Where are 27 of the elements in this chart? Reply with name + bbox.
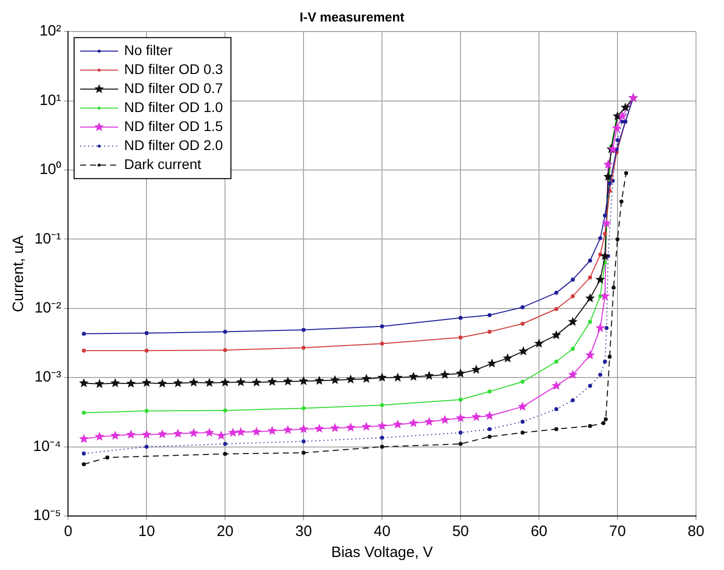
y-tick-label: 10⁻⁴: [32, 438, 62, 455]
x-tick-label: 40: [374, 523, 390, 540]
x-tick-label: 20: [216, 523, 234, 540]
x-axis-title: Bias Voltage, V: [331, 544, 433, 562]
x-tick-label: 70: [609, 523, 626, 540]
legend-label: No filter: [124, 42, 173, 58]
y-tick-label: 10⁻²: [34, 300, 62, 317]
y-tick-label: 10⁻³: [34, 368, 62, 386]
x-tick-label: 0: [64, 523, 72, 540]
y-tick-label: 10¹: [39, 92, 62, 109]
y-tick-label: 10⁻⁵: [33, 507, 62, 524]
x-tick-label: 50: [452, 523, 469, 540]
x-tick-label: 80: [688, 523, 704, 540]
x-tick-label: 10: [138, 523, 155, 540]
chart-title: I-V measurement: [300, 9, 406, 24]
legend-label: ND filter OD 1.5: [124, 118, 224, 134]
legend-label: ND filter OD 0.7: [124, 80, 224, 96]
x-tick-label: 30: [295, 523, 312, 540]
y-axis-title: Current, uA: [10, 235, 28, 312]
legend-label: ND filter OD 2.0: [124, 136, 224, 153]
y-tick-label: 10⁰: [39, 161, 62, 178]
legend-label: ND filter OD 1.0: [124, 98, 224, 115]
y-tick-label: 10⁻¹: [34, 230, 62, 248]
x-tick-label: 60: [530, 523, 548, 540]
legend-label: ND filter OD 0.3: [124, 60, 224, 77]
y-tick-label: 10²: [39, 22, 62, 40]
legend-label: Dark current: [124, 156, 202, 172]
